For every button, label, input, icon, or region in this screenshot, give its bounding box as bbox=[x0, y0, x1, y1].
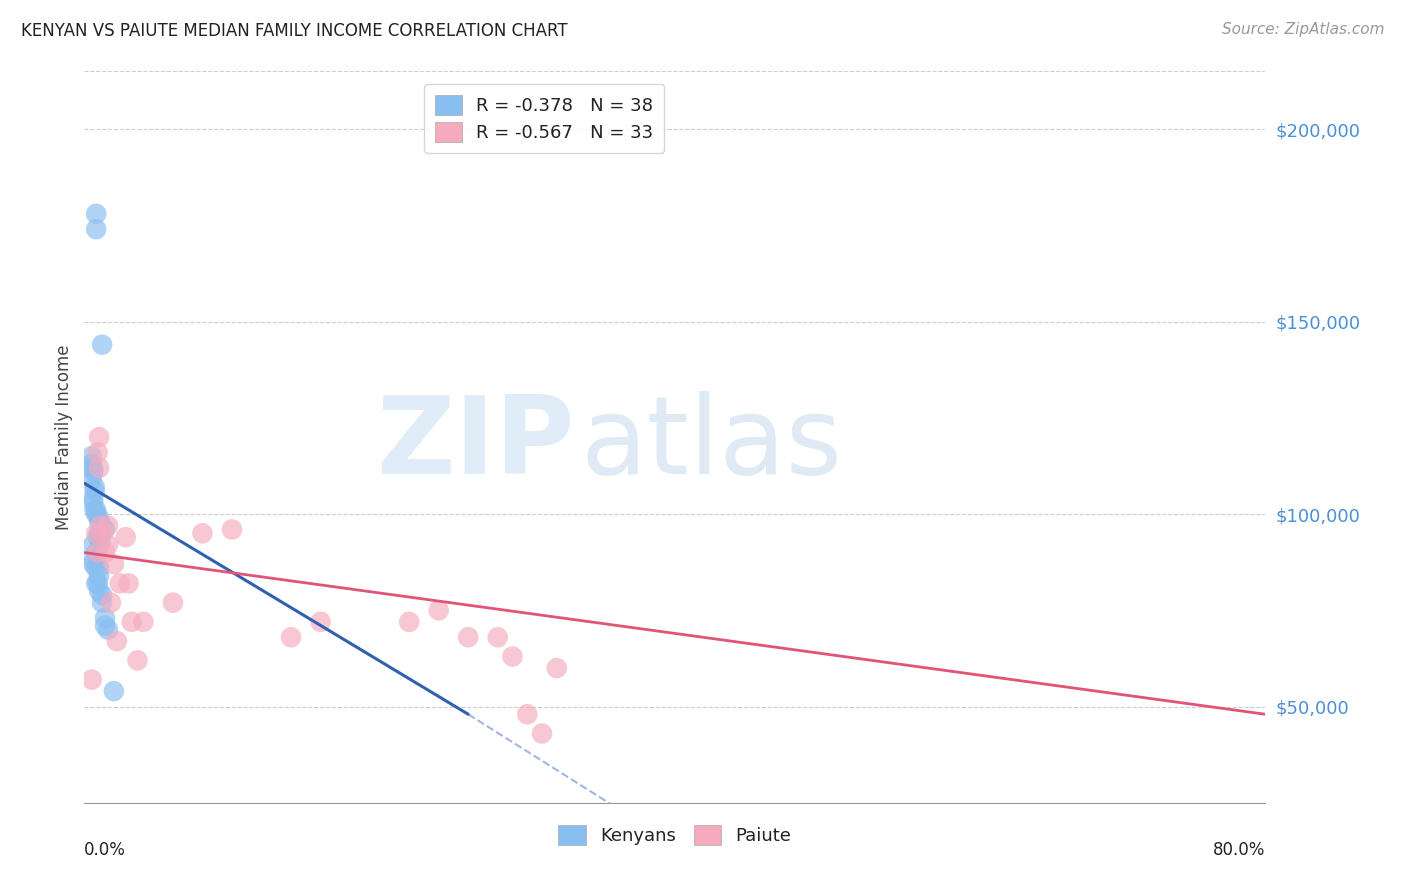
Point bbox=[91, 596, 114, 610]
Point bbox=[531, 726, 554, 740]
Point bbox=[191, 526, 214, 541]
Point bbox=[127, 653, 149, 667]
Point bbox=[91, 337, 114, 351]
Point bbox=[132, 615, 155, 629]
Point bbox=[87, 461, 111, 475]
Text: 0.0%: 0.0% bbox=[84, 841, 127, 859]
Point bbox=[118, 576, 141, 591]
Point bbox=[516, 707, 538, 722]
Point bbox=[90, 534, 112, 549]
Point bbox=[94, 611, 117, 625]
Point bbox=[87, 561, 111, 575]
Point bbox=[398, 615, 420, 629]
Point bbox=[82, 557, 104, 571]
Point bbox=[91, 518, 114, 533]
Point bbox=[91, 588, 114, 602]
Point bbox=[162, 596, 184, 610]
Point bbox=[82, 495, 104, 509]
Point bbox=[83, 480, 105, 494]
Point bbox=[87, 584, 111, 599]
Point bbox=[97, 538, 120, 552]
Point bbox=[82, 491, 104, 506]
Text: atlas: atlas bbox=[581, 392, 842, 498]
Point bbox=[91, 526, 114, 541]
Text: ZIP: ZIP bbox=[375, 392, 575, 498]
Point bbox=[103, 557, 125, 571]
Point bbox=[90, 518, 112, 533]
Point bbox=[501, 649, 523, 664]
Point bbox=[82, 538, 104, 552]
Text: 80.0%: 80.0% bbox=[1213, 841, 1265, 859]
Point bbox=[82, 461, 104, 475]
Point bbox=[80, 450, 103, 464]
Point bbox=[103, 684, 125, 698]
Point bbox=[84, 503, 107, 517]
Text: Source: ZipAtlas.com: Source: ZipAtlas.com bbox=[1222, 22, 1385, 37]
Point bbox=[121, 615, 143, 629]
Point bbox=[546, 661, 568, 675]
Point bbox=[94, 618, 117, 632]
Point bbox=[105, 634, 128, 648]
Point bbox=[84, 222, 107, 236]
Point bbox=[83, 503, 105, 517]
Point bbox=[94, 523, 117, 537]
Point bbox=[97, 623, 120, 637]
Point bbox=[84, 561, 107, 575]
Y-axis label: Median Family Income: Median Family Income bbox=[55, 344, 73, 530]
Point bbox=[486, 630, 509, 644]
Point bbox=[82, 553, 104, 567]
Point bbox=[84, 576, 107, 591]
Point bbox=[114, 530, 136, 544]
Point bbox=[108, 576, 131, 591]
Point bbox=[221, 523, 243, 537]
Point bbox=[83, 483, 105, 498]
Point bbox=[457, 630, 479, 644]
Legend: Kenyans, Paiute: Kenyans, Paiute bbox=[551, 818, 799, 852]
Point bbox=[427, 603, 450, 617]
Point bbox=[80, 472, 103, 486]
Point bbox=[87, 511, 111, 525]
Point bbox=[280, 630, 302, 644]
Point bbox=[100, 596, 122, 610]
Point bbox=[87, 430, 111, 444]
Point bbox=[86, 530, 108, 544]
Point bbox=[84, 545, 107, 559]
Point bbox=[87, 515, 111, 529]
Point bbox=[309, 615, 332, 629]
Point bbox=[84, 207, 107, 221]
Point bbox=[86, 445, 108, 459]
Point bbox=[87, 526, 111, 541]
Point bbox=[80, 457, 103, 471]
Point bbox=[94, 545, 117, 559]
Point bbox=[86, 545, 108, 559]
Point bbox=[82, 465, 104, 479]
Point bbox=[84, 507, 107, 521]
Point bbox=[80, 673, 103, 687]
Point bbox=[84, 526, 107, 541]
Point bbox=[97, 518, 120, 533]
Text: KENYAN VS PAIUTE MEDIAN FAMILY INCOME CORRELATION CHART: KENYAN VS PAIUTE MEDIAN FAMILY INCOME CO… bbox=[21, 22, 568, 40]
Point bbox=[86, 576, 108, 591]
Point bbox=[87, 568, 111, 582]
